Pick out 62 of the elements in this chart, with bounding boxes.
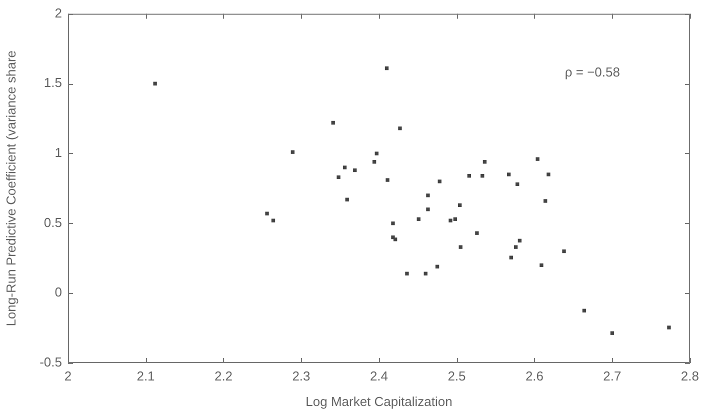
point [372, 160, 376, 164]
point [153, 82, 157, 86]
point [516, 182, 520, 186]
point [374, 152, 378, 156]
point [416, 217, 420, 221]
x-tick-label: 2.1 [136, 368, 155, 384]
x-tick-label: 2.8 [680, 368, 700, 384]
x-tick-label: 2.7 [603, 368, 622, 384]
point [453, 217, 458, 221]
point [475, 231, 479, 235]
x-axis-title: Log Market Capitalization [306, 394, 452, 409]
point [514, 245, 518, 249]
point [426, 194, 430, 198]
point [540, 263, 544, 268]
x-tick-label: 2.3 [292, 368, 310, 384]
point [458, 203, 462, 207]
point [506, 172, 511, 176]
x-tick-label: 2.5 [448, 368, 466, 384]
point [290, 150, 295, 154]
y-tick-label: -0.5 [40, 354, 62, 370]
point [405, 272, 409, 276]
y-axis-title: Long-Run Predictive Coefficient (variance share [3, 50, 18, 326]
point [448, 218, 452, 222]
point [424, 272, 428, 276]
point [336, 175, 340, 180]
point [271, 218, 276, 222]
point [518, 238, 522, 242]
y-tick-label: 1 [54, 145, 62, 160]
point [509, 256, 513, 260]
y-tick-label: 1.5 [44, 75, 62, 90]
point [353, 168, 357, 172]
point [438, 180, 442, 184]
point [345, 198, 349, 202]
point [610, 331, 614, 335]
point [536, 157, 540, 161]
point [544, 199, 548, 203]
point [562, 249, 566, 254]
x-tick-label: 2.4 [370, 368, 388, 384]
point [331, 120, 335, 125]
point [386, 178, 390, 182]
point [467, 174, 472, 178]
point [391, 221, 395, 226]
point [667, 326, 671, 330]
point [426, 208, 430, 212]
point [342, 166, 347, 170]
point [435, 264, 440, 268]
point [546, 172, 550, 176]
point [582, 308, 586, 312]
x-tick-label: 2.6 [525, 368, 544, 384]
x-tick-label: 2.2 [214, 368, 233, 384]
point [482, 160, 487, 164]
point [265, 212, 269, 216]
x-tick-label: 2 [64, 368, 72, 384]
point [398, 126, 402, 130]
point [458, 245, 462, 249]
y-tick-label: 0.5 [44, 214, 62, 230]
annotation: ρ = −0.58 [564, 64, 620, 80]
point [384, 66, 389, 70]
y-tick-label: 0 [54, 284, 62, 300]
point [480, 174, 484, 178]
point [393, 238, 398, 242]
y-tick-label: 2 [54, 5, 62, 20]
